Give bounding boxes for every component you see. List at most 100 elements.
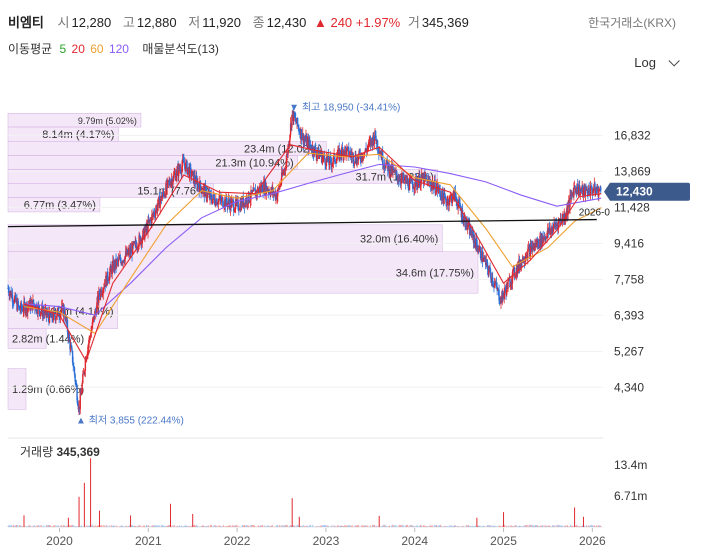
candle-body — [420, 178, 422, 186]
candle-body — [364, 151, 366, 153]
candle-body — [424, 173, 426, 178]
candle-body — [550, 227, 553, 234]
candle-body — [172, 174, 175, 181]
scale-toggle-button[interactable]: Log — [634, 55, 680, 70]
candle-body — [200, 187, 202, 193]
candle-body — [121, 262, 124, 264]
candle-body — [526, 255, 528, 259]
candle-body — [383, 165, 385, 167]
candle-body — [568, 200, 570, 206]
candle-body — [23, 301, 26, 305]
candle-body — [539, 235, 541, 248]
y-tick-label: 11,428 — [614, 200, 650, 214]
candle-body — [262, 192, 264, 194]
candle-body — [153, 212, 155, 215]
ma-5-label[interactable]: 5 — [59, 42, 67, 56]
candle-body — [16, 299, 18, 311]
candle-body — [582, 189, 585, 196]
candle-body — [537, 239, 539, 245]
candle-body — [38, 305, 41, 311]
candle-body — [329, 156, 331, 159]
volume-profile-label[interactable]: 매물분석도(13) — [142, 42, 219, 56]
candle-body — [441, 189, 443, 201]
candle-body — [236, 200, 239, 202]
candle-body — [466, 218, 468, 228]
candle-body — [286, 154, 288, 163]
candle-body — [225, 196, 227, 207]
candle-body — [319, 154, 321, 156]
candle-body — [145, 225, 147, 230]
candle-body — [62, 304, 64, 316]
candle-body — [422, 175, 424, 180]
candle-body — [477, 250, 480, 252]
candle-body — [461, 209, 464, 222]
candle-body — [542, 235, 544, 240]
candle-body — [337, 149, 339, 156]
candle-body — [507, 280, 509, 290]
trendline-label: 2026-0 — [579, 208, 611, 219]
volume-profile-bar — [7, 155, 298, 170]
candle-body — [541, 235, 544, 245]
candle-body — [353, 162, 356, 164]
candles — [7, 106, 602, 416]
candle-body — [559, 219, 561, 221]
candle-body — [500, 296, 503, 303]
candle-body — [117, 260, 119, 262]
candle-body — [153, 212, 156, 215]
candle-body — [600, 187, 602, 192]
candle-body — [428, 178, 430, 180]
candle-body — [598, 189, 601, 191]
candle-body — [183, 162, 186, 165]
candle-body — [15, 299, 18, 302]
moving-average-label[interactable]: 이동평균 — [8, 42, 53, 56]
candle-body — [494, 283, 496, 285]
candle-body — [594, 189, 597, 194]
candle-body — [155, 206, 158, 211]
candle-body — [128, 249, 131, 255]
candle-body — [132, 242, 135, 245]
candle-body — [189, 165, 191, 168]
candle-body — [238, 209, 241, 211]
candle-body — [49, 310, 51, 316]
candle-body — [389, 172, 391, 175]
ma-20-label[interactable]: 20 — [71, 42, 85, 56]
annotations: 2026-0 ▼ 최고 18,950 (-34.41%) ▲ 최저 3,855 (2… — [7, 101, 611, 426]
volume-profile-label: 2.82m (1.44%) — [12, 334, 84, 346]
candle-body — [341, 147, 343, 157]
candle-body — [90, 331, 92, 338]
candle-body — [170, 178, 173, 182]
ma-60-label[interactable]: 60 — [90, 42, 104, 56]
candle-body — [156, 205, 159, 211]
candle-body — [11, 294, 13, 298]
volume-profile-label: 8.14m (4.17%) — [42, 129, 114, 141]
candle-body — [512, 268, 514, 273]
candle-body — [160, 195, 163, 201]
candle-body — [50, 315, 52, 318]
candle-body — [127, 251, 129, 255]
candle-body — [266, 190, 269, 192]
volume-label: 거 — [407, 15, 420, 30]
candle-body — [63, 306, 65, 315]
ma-120-label[interactable]: 120 — [108, 42, 129, 56]
candle-body — [509, 285, 512, 287]
candle-body — [209, 192, 211, 199]
candle-body — [234, 199, 237, 210]
candle-body — [224, 199, 226, 207]
candle-body — [259, 187, 261, 193]
candle-body — [176, 169, 178, 177]
candle-body — [244, 200, 246, 207]
candle-body — [245, 197, 248, 204]
candle-body — [309, 140, 311, 146]
candle-body — [412, 187, 415, 189]
candle-body — [144, 225, 147, 231]
candle-body — [42, 312, 44, 317]
candle-body — [468, 222, 470, 224]
candle-body — [358, 151, 360, 156]
candle-body — [60, 311, 62, 314]
candle-body — [100, 289, 102, 297]
candle-body — [316, 154, 318, 158]
candle-body — [125, 251, 127, 256]
volume-value: 345,369 — [421, 15, 469, 30]
candle-body — [451, 195, 453, 203]
